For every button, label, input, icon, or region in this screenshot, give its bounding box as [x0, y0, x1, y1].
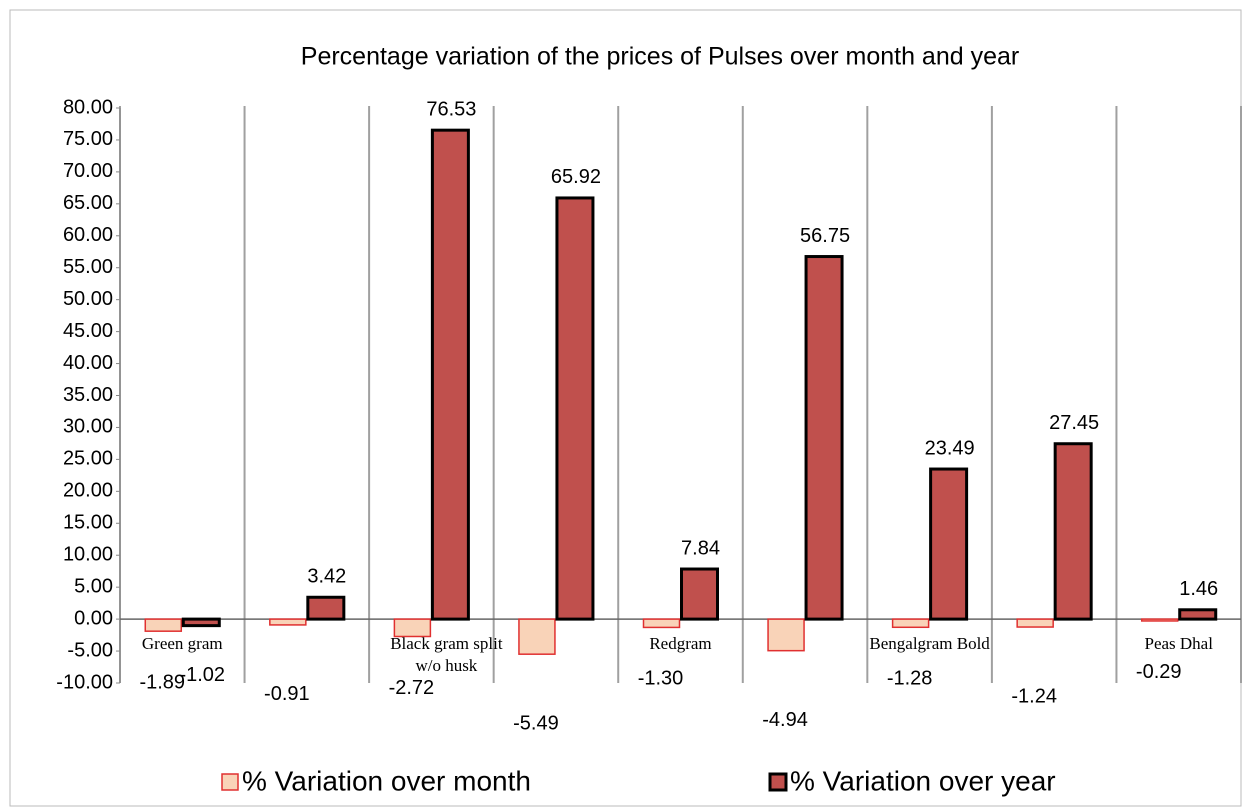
bar	[430, 128, 470, 621]
bar	[891, 618, 930, 629]
bar	[393, 618, 432, 638]
data-label: 1.46	[1179, 578, 1218, 600]
bar	[680, 567, 719, 621]
bar	[1016, 618, 1054, 628]
y-tick-label: 35.00	[63, 384, 113, 406]
bar	[1178, 608, 1218, 621]
x-tick-label: Redgram	[649, 634, 712, 654]
bar	[642, 618, 681, 629]
data-label: -0.91	[264, 683, 310, 705]
legend-label: % Variation over month	[242, 765, 531, 796]
x-tick-label: Green gram	[141, 634, 223, 654]
legend-label: % Variation over year	[790, 765, 1056, 796]
y-tick-label: 70.00	[63, 160, 113, 182]
bar	[1140, 618, 1179, 622]
bar	[804, 255, 844, 621]
data-label: -1.24	[1011, 685, 1057, 707]
bar	[555, 196, 595, 621]
y-tick-label: 65.00	[63, 192, 113, 214]
y-tick-label: -5.00	[67, 639, 113, 661]
y-tick-label: 5.00	[74, 575, 113, 597]
data-label: 7.84	[681, 537, 720, 559]
y-tick-label: 25.00	[63, 448, 113, 470]
bar	[767, 618, 805, 652]
data-label: 65.92	[551, 166, 601, 188]
data-label: -1.89	[139, 671, 185, 693]
x-tick-label: Bengalgram Bold	[869, 634, 990, 654]
data-label: -0.29	[1136, 661, 1182, 683]
data-label: 76.53	[426, 98, 476, 120]
y-tick-label: 0.00	[74, 607, 113, 629]
y-tick-label: 55.00	[63, 256, 113, 278]
data-label: -5.49	[513, 712, 559, 734]
data-label: -4.94	[762, 709, 808, 731]
x-tick-label: Black gram split w/o husk	[390, 634, 503, 676]
bar	[518, 618, 556, 655]
legend-swatch	[768, 772, 788, 792]
data-label: -1.30	[638, 668, 684, 690]
y-tick-label: 10.00	[63, 544, 113, 566]
data-label: -1.02	[179, 664, 225, 686]
y-tick-label: 80.00	[63, 96, 113, 118]
chart-title: Percentage variation of the prices of Pu…	[301, 43, 1019, 71]
y-tick-label: 50.00	[63, 288, 113, 310]
y-tick-label: 30.00	[63, 416, 113, 438]
data-label: 23.49	[925, 437, 975, 459]
bar	[929, 467, 969, 621]
x-tick-label: Peas Dhal	[1144, 634, 1213, 654]
y-tick-label: -10.00	[56, 671, 113, 693]
legend-swatch	[221, 773, 239, 791]
y-tick-label: 45.00	[63, 320, 113, 342]
y-tick-label: 20.00	[63, 480, 113, 502]
bar	[181, 617, 221, 628]
data-label: 27.45	[1049, 412, 1099, 434]
data-label: 56.75	[800, 225, 850, 247]
bar	[1053, 442, 1093, 621]
y-tick-label: 75.00	[63, 128, 113, 150]
data-label: 3.42	[307, 566, 346, 588]
bar	[306, 595, 346, 621]
data-label: -2.72	[389, 677, 435, 699]
bar	[269, 618, 307, 626]
y-tick-label: 40.00	[63, 352, 113, 374]
bar	[144, 618, 183, 632]
y-tick-label: 60.00	[63, 224, 113, 246]
y-tick-label: 15.00	[63, 512, 113, 534]
data-label: -1.28	[887, 668, 933, 690]
